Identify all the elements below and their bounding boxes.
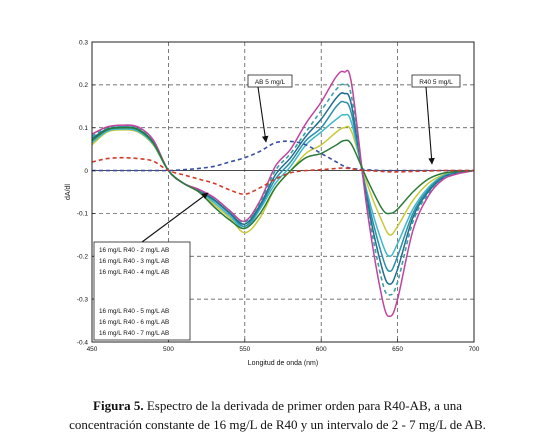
annotation-ab-arrow [257, 86, 269, 143]
legend-entry: 16 mg/L R40 - 6 mg/L AB [99, 319, 169, 326]
y-tick-label: 0.2 [79, 82, 88, 89]
series-line [92, 140, 474, 172]
y-tick-label: -0.2 [77, 254, 89, 261]
legend-entry: 16 mg/L R40 - 7 mg/L AB [99, 330, 169, 337]
legend-entry: 16 mg/L R40 - 2 mg/L AB [99, 247, 169, 254]
x-tick-label: 700 [469, 346, 480, 353]
y-tick-label: -0.1 [77, 211, 89, 218]
series-line [91, 156, 474, 195]
figure-caption: Figura 5. Espectro de la derivada de pri… [0, 396, 555, 434]
x-tick-label: 550 [239, 346, 250, 353]
annotation-r40: R40 5 mg/L [411, 74, 461, 165]
axis-ticks: 450 500 550 600 650 700 -0.4 -0.3 -0.2 -0.1 0 0.1 0.… [77, 39, 480, 353]
x-tick-label: 450 [87, 346, 98, 353]
annotation-r40-arrow [425, 86, 435, 165]
caption-label: Figura 5. [93, 398, 144, 413]
legend-entry: 16 mg/L R40 - 4 mg/L AB [99, 269, 169, 276]
annotation-ab-text: AB 5 mg/L [255, 79, 286, 86]
y-tick-label: 0.1 [79, 125, 88, 132]
legend: 16 mg/L R40 - 2 mg/L AB 16 mg/L R40 - 3 … [93, 241, 191, 341]
y-tick-label: -0.4 [77, 339, 89, 346]
legend-entry: 16 mg/L R40 - 3 mg/L AB [99, 258, 169, 265]
y-tick-label: -0.3 [77, 296, 89, 303]
y-axis-label: dA/dl [65, 184, 72, 200]
y-tick-label: 0.3 [79, 39, 88, 46]
y-tick-label: 0 [84, 168, 88, 175]
annotation-r40-text: R40 5 mg/L [419, 79, 453, 86]
x-tick-label: 500 [163, 346, 174, 353]
caption-line1: Espectro de la derivada de primer orden … [143, 398, 462, 413]
x-axis-label: Longitud de onda (nm) [248, 360, 318, 367]
plot-frame [91, 41, 475, 343]
chart: 450 500 550 600 650 700 -0.4 -0.3 -0.2 -0.1 0 0.1 0.… [65, 39, 480, 367]
legend-entry: 16 mg/L R40 - 5 mg/L AB [99, 308, 169, 315]
legend-arrow [141, 192, 209, 243]
annotation-ab: AB 5 mg/L [247, 74, 293, 143]
x-tick-label: 600 [316, 346, 327, 353]
series-group [91, 69, 475, 318]
caption-line2: concentración constante de 16 mg/L de R4… [69, 417, 486, 432]
x-tick-label: 650 [392, 346, 403, 353]
legend-box [93, 241, 191, 341]
series-line [91, 126, 475, 230]
